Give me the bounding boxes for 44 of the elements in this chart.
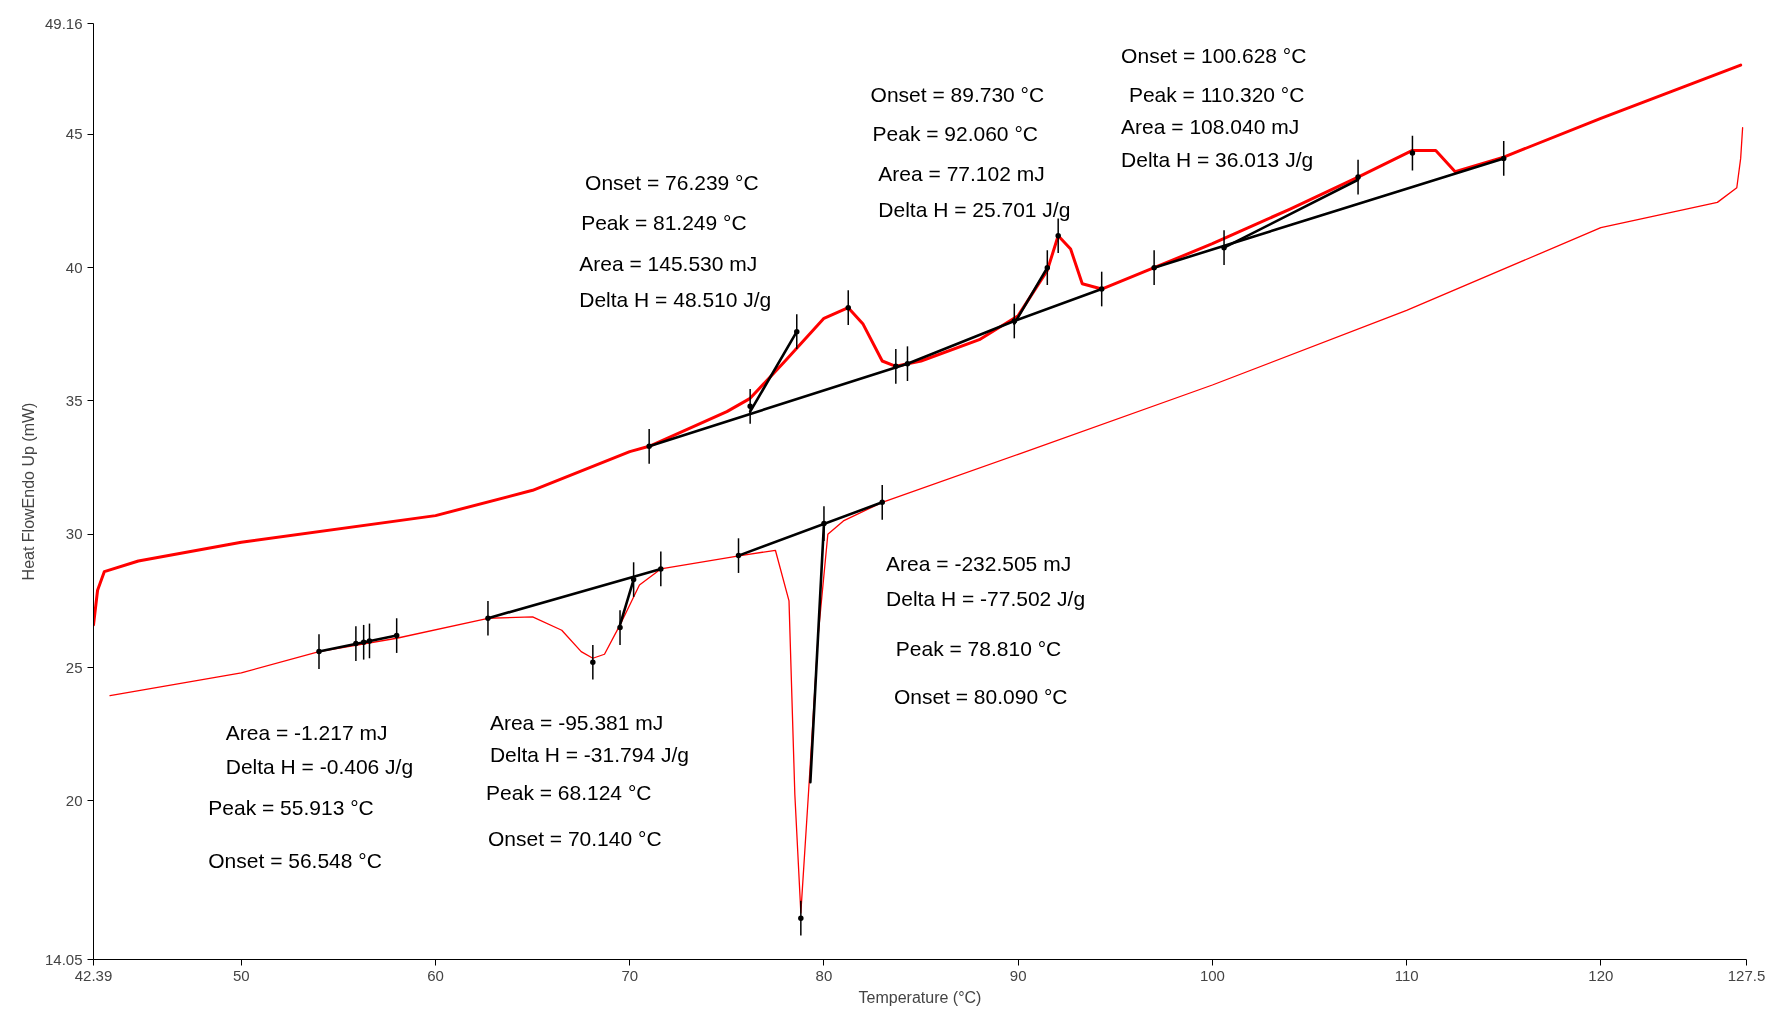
annotation: Onset = 100.628 °C [1121,44,1307,68]
annotation: Peak = 68.124 °C [486,781,652,805]
x-tick-label: 100 [1199,966,1225,984]
x-tick-label: 70 [621,966,639,984]
annotation: Area = -232.505 mJ [886,552,1072,576]
annotation: Peak = 55.913 °C [208,796,374,820]
y-tick-label: 14.05 [44,950,83,968]
annotation: Delta H = 25.701 J/g [878,197,1071,221]
annotation: Area = 77.102 mJ [878,161,1045,185]
annotation: Delta H = -0.406 J/g [225,754,414,778]
x-tick-label: 127.5 [1727,966,1766,984]
x-axis-title: Temperature (°C) [858,988,982,1006]
annotation: Peak = 110.320 °C [1128,82,1305,106]
y-axis-title: Heat FlowEndo Up (mW) [19,402,37,581]
annotation: Area = 108.040 mJ [1121,114,1300,138]
x-tick-label: 50 [232,966,250,984]
y-tick-label: 40 [65,258,83,276]
annotation: Onset = 89.730 °C [870,82,1045,106]
annotation: Peak = 78.810 °C [895,637,1062,661]
x-tick-label: 42.39 [74,966,113,984]
annotation: Onset = 80.090 °C [893,685,1068,709]
annotation: Peak = 92.060 °C [872,121,1038,145]
annotation: Area = 145.530 mJ [579,252,758,276]
y-tick-label: 30 [65,525,83,543]
y-tick-label: 49.16 [44,14,83,32]
annotation: Peak = 81.249 °C [581,210,747,234]
annotation: Area = -95.381 mJ [489,710,664,734]
x-tick-label: 90 [1009,966,1027,984]
x-tick-label: 80 [815,966,833,984]
y-tick-label: 25 [65,658,83,676]
annotation: Onset = 70.140 °C [487,826,662,850]
annotation: Onset = 56.548 °C [208,849,382,873]
annotation: Delta H = -77.502 J/g [886,586,1086,610]
annotation: Delta H = 36.013 J/g [1121,148,1314,172]
y-tick-label: 20 [65,791,83,809]
y-tick-label: 45 [65,125,83,143]
annotation: Delta H = 48.510 J/g [579,288,772,312]
y-tick-label: 35 [65,391,83,409]
x-tick-label: 60 [427,966,444,984]
x-tick-label: 110 [1394,966,1419,984]
annotation: Onset = 76.239 °C [585,170,759,194]
annotation: Delta H = -31.794 J/g [489,742,689,766]
x-tick-label: 120 [1588,966,1614,984]
annotation: Area = -1.217 mJ [225,721,388,745]
